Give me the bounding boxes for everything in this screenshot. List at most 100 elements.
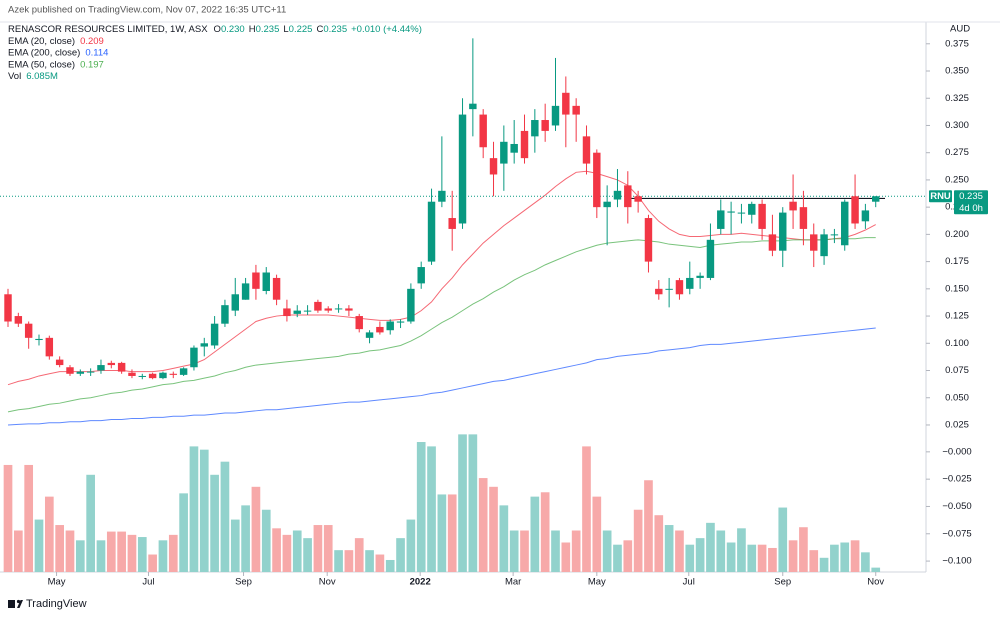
legend-ohlc-value: 0.230 [221, 24, 245, 35]
volume-bar [106, 531, 116, 572]
legend-row: EMA (50, close) 0.197 [8, 59, 104, 70]
y-tick-label: 0.175 [945, 256, 969, 267]
volume-bar [189, 446, 199, 572]
x-tick-label: Jul [683, 577, 695, 588]
volume-bar [210, 474, 219, 572]
candle-body [872, 196, 880, 202]
y-tick-label: 0.025 [945, 419, 969, 430]
volume-bar [840, 542, 850, 572]
volume-bar [96, 540, 106, 572]
candle-body [603, 201, 611, 208]
volume-bar [530, 496, 540, 572]
legend-change: +0.010 (+4.44%) [351, 24, 422, 35]
candle-body [324, 308, 332, 311]
volume-bar [313, 525, 323, 572]
candle-body [768, 234, 777, 251]
legend-ohlc-value: 0.225 [289, 24, 313, 35]
candle-body [593, 152, 601, 208]
volume-bar [458, 434, 467, 572]
y-tick-label: 0.350 [945, 66, 969, 77]
candle-body [489, 158, 498, 175]
candle-body [717, 210, 725, 229]
x-tick-label: Mar [505, 577, 521, 588]
volume-bar [86, 474, 95, 572]
legend-ohlc-key: O [214, 24, 221, 35]
candle-body [748, 203, 756, 215]
candle-body [479, 114, 487, 148]
x-tick-label: May [588, 577, 606, 588]
volume-bar [406, 519, 416, 572]
volume-y-tick-label: −0.025 [942, 474, 971, 485]
volume-bar [592, 496, 602, 572]
candle-body [386, 321, 394, 331]
legend-row: RENASCOR RESOURCES LIMITED, 1W, ASX O0.23… [8, 24, 422, 35]
x-tick-label: Nov [867, 577, 884, 588]
candle-body [241, 283, 250, 300]
candle-body [14, 316, 23, 324]
x-tick-label: Sep [235, 577, 252, 588]
volume-bar [24, 464, 34, 572]
legend-name: EMA (20, close) [8, 36, 75, 47]
candle-body [138, 375, 147, 377]
candle-body [799, 207, 808, 229]
legend-ohlc-key: H [249, 24, 256, 35]
price-label-box [954, 190, 988, 215]
volume-bar [365, 550, 374, 572]
candle-body [365, 332, 374, 338]
volume-bar [117, 531, 126, 572]
candle-body [169, 373, 178, 375]
x-tick-label: Sep [774, 577, 791, 588]
candle-body [665, 288, 673, 290]
volume-bar [375, 554, 385, 572]
legend-symbol: RENASCOR RESOURCES LIMITED, 1W, ASX [8, 24, 208, 35]
candle-body [293, 310, 301, 314]
ema-line [7, 327, 876, 426]
legend-ohlc-value: 0.235 [256, 24, 280, 35]
y-tick-label: 0.100 [945, 338, 969, 349]
candle-body [272, 277, 281, 300]
volume-bar [437, 494, 447, 572]
y-tick-label: 0.250 [945, 174, 969, 185]
candle-body [469, 103, 477, 110]
volume-bar [427, 446, 436, 572]
volume-bar [850, 540, 860, 572]
y-tick-label: 0.275 [945, 147, 969, 158]
volume-bar [292, 530, 302, 572]
volume-bar [613, 544, 622, 572]
candle-body [830, 234, 839, 236]
volume-bar [871, 567, 881, 572]
candle-body [45, 337, 54, 357]
volume-bar [396, 538, 405, 572]
footer-logo [8, 599, 23, 608]
volume-bar [788, 540, 798, 572]
candle-body [572, 105, 580, 115]
price-label-symbol-box [929, 190, 952, 203]
volume-bar [509, 530, 519, 572]
legend-row: EMA (200, close) 0.114 [8, 47, 108, 58]
legend-value: 6.085M [26, 71, 58, 82]
candle-body [396, 321, 405, 323]
candle-body [231, 294, 239, 311]
candle-body [179, 368, 188, 375]
volume-bar [303, 538, 312, 572]
currency-label: AUD [950, 24, 970, 35]
logo-block [8, 600, 15, 608]
volume-bar [65, 530, 75, 572]
candle-body [510, 143, 518, 153]
y-tick-label: 0.125 [945, 311, 969, 322]
legend-row: Vol 6.085M [8, 71, 58, 82]
candle-body [789, 201, 797, 211]
candle-body [4, 294, 12, 322]
volume-bar [158, 540, 168, 572]
candle-body [376, 326, 384, 333]
candle-body [737, 212, 746, 214]
volume-bar [416, 442, 426, 572]
volume-bar [623, 540, 633, 572]
y-tick-label: 0.325 [945, 93, 969, 104]
volume-bar [695, 538, 705, 572]
y-tick-label: 0.375 [945, 38, 969, 49]
y-tick-label: 0.150 [945, 283, 969, 294]
y-tick-label: 0.300 [945, 120, 969, 131]
